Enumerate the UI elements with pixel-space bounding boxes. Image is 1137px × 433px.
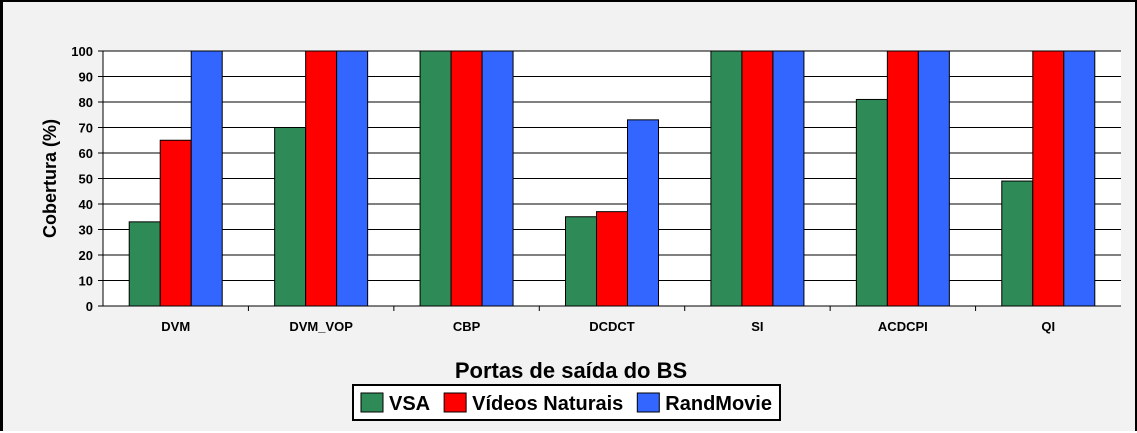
y-tick-labels: 0 10 20 30 40 50 60 70 80 90 100 [71,44,93,314]
legend: VSA Vídeos Naturais RandMovie [352,384,781,421]
y-tick-label: 60 [79,146,93,161]
bar-randmovie-acdcpi [917,50,950,307]
bar-randmovie-cbp [481,50,514,307]
x-tick-label: QI [1041,319,1055,334]
y-tick-label: 40 [79,197,93,212]
y-tick-label: 70 [79,121,93,136]
bar-randmovie-si [772,50,805,307]
x-tick-label: SI [751,319,763,334]
x-tick-label: DVM_VOP [289,319,353,334]
bar-v-deos-naturais-dcdct [596,211,628,307]
legend-label: RandMovie [665,393,772,415]
x-tick-label: ACDCPI [878,319,928,334]
bar-vsa-dcdct [565,216,597,307]
y-tick-label: 90 [79,70,93,85]
bar-v-deos-naturais-acdcpi [886,50,919,307]
y-axis-title: Cobertura (%) [40,119,60,238]
x-tick-label: DVM [161,319,190,334]
bar-vsa-cbp [419,50,452,307]
x-tick-label: CBP [453,319,481,334]
y-tick-label: 30 [79,223,93,238]
y-tick-label: 100 [71,44,93,59]
bar-v-deos-naturais-dvm_vop [305,50,338,307]
bar-vsa-qi [1001,180,1034,307]
bar-randmovie-qi [1063,50,1096,307]
y-tick-label: 80 [79,95,93,110]
y-tick-label: 50 [79,172,93,187]
legend-label: VSA [389,393,430,415]
bar-vsa-dvm_vop [274,127,307,307]
bar-v-deos-naturais-si [741,50,774,307]
legend-swatch-randmovie [636,392,660,413]
bar-v-deos-naturais-cbp [450,50,483,307]
bar-v-deos-naturais-dvm [159,139,192,307]
x-tick-label: DCDCT [589,319,635,334]
y-tick-label: 0 [86,299,93,314]
bar-chart: 0 10 20 30 40 50 60 70 80 90 100 DVM DVM_VOP CBP DCDC… [40,44,1121,421]
bar-randmovie-dcdct [627,119,659,307]
bars [128,50,1096,307]
y-tick-label: 20 [79,248,93,263]
y-tick-label: 10 [79,274,93,289]
x-tick-labels: DVM DVM_VOP CBP DCDCT SI ACDCPI QI [161,319,1055,334]
legend-swatch-v-deos-naturais [443,392,467,413]
legend-swatch-vsa [360,392,384,413]
bar-randmovie-dvm_vop [336,50,369,307]
axes [98,50,1121,311]
legend-box [352,384,781,421]
bar-randmovie-dvm [190,50,223,307]
bar-vsa-acdcpi [855,98,888,307]
bar-vsa-si [710,50,743,307]
x-axis-title: Portas de saída do BS [455,358,687,383]
legend-label: Vídeos Naturais [472,393,623,415]
bar-v-deos-naturais-qi [1032,50,1065,307]
bar-vsa-dvm [128,221,161,307]
